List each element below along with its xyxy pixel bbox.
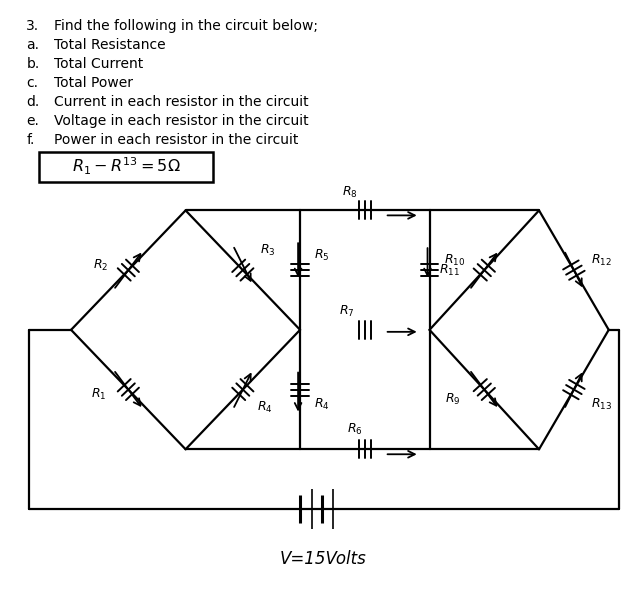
Text: $R_{12}$: $R_{12}$ bbox=[591, 252, 612, 268]
Text: 3.: 3. bbox=[26, 19, 39, 33]
Text: Total Power: Total Power bbox=[54, 76, 133, 90]
Text: f.: f. bbox=[26, 133, 34, 147]
Text: V=15Volts: V=15Volts bbox=[280, 550, 366, 568]
Text: $R_4$: $R_4$ bbox=[257, 400, 273, 415]
Bar bbox=[39, 151, 213, 182]
Text: $R_8$: $R_8$ bbox=[342, 185, 358, 200]
Text: $R_6$: $R_6$ bbox=[347, 422, 362, 437]
Text: $R_{10}$: $R_{10}$ bbox=[444, 252, 465, 268]
Text: $R_7$: $R_7$ bbox=[339, 304, 355, 320]
Text: c.: c. bbox=[26, 76, 38, 90]
Text: $R_2$: $R_2$ bbox=[93, 258, 108, 273]
Text: e.: e. bbox=[26, 114, 39, 128]
Text: $R_3$: $R_3$ bbox=[260, 243, 276, 258]
Text: Total Resistance: Total Resistance bbox=[54, 38, 166, 52]
Text: $R_4$: $R_4$ bbox=[314, 397, 330, 412]
Text: $R_1-R^{13}=5\Omega$: $R_1-R^{13}=5\Omega$ bbox=[72, 156, 181, 178]
Text: Power in each resistor in the circuit: Power in each resistor in the circuit bbox=[54, 133, 299, 147]
Text: $R_9$: $R_9$ bbox=[445, 392, 460, 407]
Text: $R_{11}$: $R_{11}$ bbox=[439, 263, 460, 277]
Text: d.: d. bbox=[26, 95, 39, 109]
Text: $R_1$: $R_1$ bbox=[90, 387, 106, 402]
Text: a.: a. bbox=[26, 38, 39, 52]
Text: b.: b. bbox=[26, 57, 39, 71]
Text: Current in each resistor in the circuit: Current in each resistor in the circuit bbox=[54, 95, 309, 109]
Text: $R_5$: $R_5$ bbox=[314, 248, 330, 263]
Text: Find the following in the circuit below;: Find the following in the circuit below; bbox=[54, 19, 318, 33]
Text: $R_{13}$: $R_{13}$ bbox=[591, 397, 612, 412]
Text: Voltage in each resistor in the circuit: Voltage in each resistor in the circuit bbox=[54, 114, 309, 128]
Text: Total Current: Total Current bbox=[54, 57, 143, 71]
